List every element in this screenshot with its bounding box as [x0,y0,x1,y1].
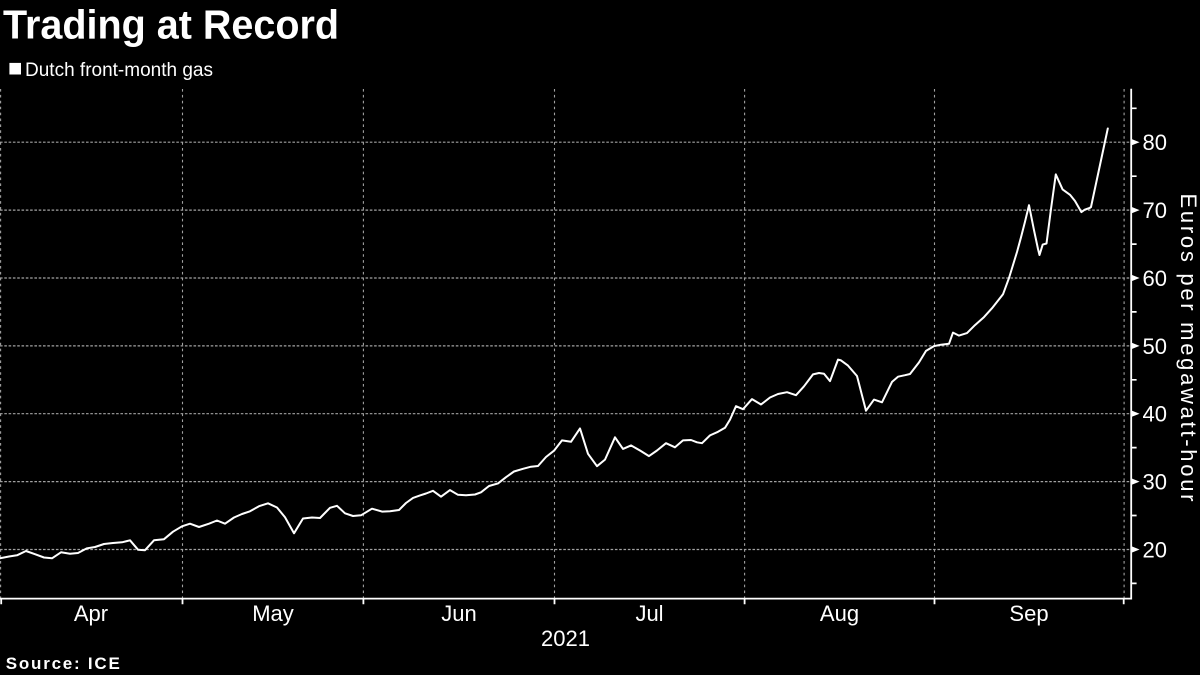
svg-text:2021: 2021 [541,626,590,651]
svg-text:60: 60 [1143,266,1167,291]
svg-text:Source: ICE: Source: ICE [6,654,120,673]
svg-text:Jul: Jul [635,601,663,626]
svg-text:Trading at Record: Trading at Record [3,2,339,48]
svg-text:Aug: Aug [820,601,859,626]
svg-text:Sep: Sep [1009,601,1048,626]
svg-text:Dutch front-month gas: Dutch front-month gas [25,60,213,81]
svg-text:May: May [252,601,294,626]
svg-text:30: 30 [1143,470,1167,495]
svg-text:Jun: Jun [441,601,476,626]
svg-text:50: 50 [1143,334,1167,359]
svg-text:70: 70 [1143,198,1167,223]
svg-text:40: 40 [1143,402,1167,427]
svg-text:Euros per megawatt-hour: Euros per megawatt-hour [1176,194,1200,502]
svg-text:20: 20 [1143,538,1167,563]
svg-text:80: 80 [1143,130,1167,155]
svg-text:Apr: Apr [74,601,108,626]
